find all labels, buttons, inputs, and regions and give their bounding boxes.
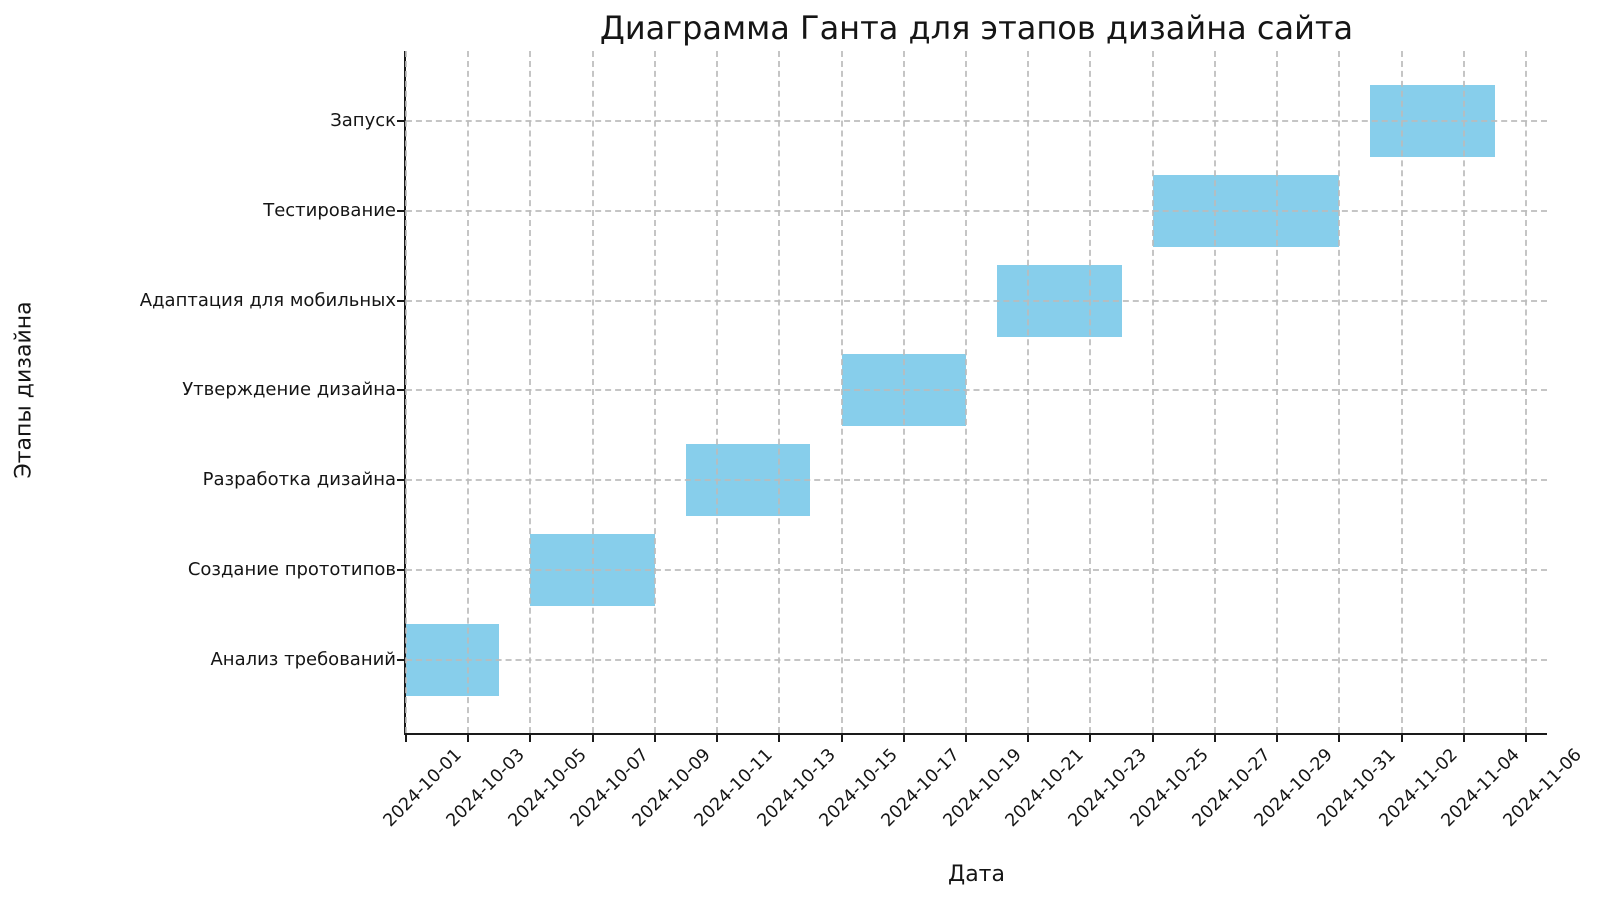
chart-title: Диаграмма Ганта для этапов дизайна сайта (599, 9, 1354, 47)
y-gridline (406, 120, 1547, 122)
y-tick-mark (397, 569, 404, 572)
y-tick-mark (397, 120, 404, 122)
x-gridline (1027, 51, 1030, 733)
y-gridline (406, 569, 1547, 572)
x-tick-mark (1338, 735, 1341, 742)
x-gridline (1089, 51, 1092, 733)
x-tick-mark (467, 735, 470, 742)
x-tick-mark (1524, 735, 1527, 742)
y-gridline (406, 658, 1547, 661)
x-gridline (964, 51, 967, 733)
x-tick-mark (529, 735, 532, 742)
x-tick-mark (716, 735, 719, 742)
x-tick-mark (964, 735, 967, 742)
x-tick-mark (840, 735, 843, 742)
x-gridline (529, 51, 532, 733)
x-tick-mark (1462, 735, 1465, 742)
x-gridline (1151, 51, 1154, 733)
x-tick-mark (405, 735, 407, 742)
y-tick-label: Создание прототипов (187, 559, 396, 581)
y-gridline (406, 209, 1547, 212)
y-tick-mark (397, 209, 404, 212)
x-gridline (1524, 51, 1527, 733)
x-tick-mark (1027, 735, 1030, 742)
y-tick-mark (397, 479, 404, 482)
x-gridline (467, 51, 470, 733)
x-gridline (405, 51, 407, 733)
y-axis-label: Этапы дизайна (11, 301, 37, 479)
x-gridline (653, 51, 656, 733)
x-tick-mark (591, 735, 594, 742)
x-tick-mark (1089, 735, 1092, 742)
x-tick-mark (1276, 735, 1279, 742)
x-tick-mark (1400, 735, 1403, 742)
y-tick-mark (397, 389, 404, 392)
x-gridline (1462, 51, 1465, 733)
y-tick-label: Запуск (330, 110, 396, 131)
y-tick-label: Тестирование (263, 199, 396, 221)
x-gridline (591, 51, 594, 733)
y-gridline (406, 479, 1547, 482)
y-tick-label: Утверждение дизайна (182, 379, 396, 401)
x-tick-mark (653, 735, 656, 742)
x-tick-mark (778, 735, 781, 742)
x-gridline (1213, 51, 1216, 733)
x-gridline (1338, 51, 1341, 733)
y-tick-label: Разработка дизайна (202, 469, 396, 491)
x-axis-label: Дата (948, 862, 1005, 887)
x-axis-spine (404, 733, 1547, 735)
x-gridline (902, 51, 905, 733)
y-tick-label: Адаптация для мобильных (139, 289, 396, 311)
y-gridline (406, 299, 1547, 302)
x-gridline (716, 51, 719, 733)
x-gridline (1276, 51, 1279, 733)
x-tick-mark (902, 735, 905, 742)
y-tick-mark (397, 658, 404, 661)
x-gridline (1400, 51, 1403, 733)
y-gridline (406, 389, 1547, 392)
y-tick-mark (397, 299, 404, 302)
x-gridline (840, 51, 843, 733)
plot-area (405, 51, 1547, 733)
x-tick-mark (1151, 735, 1154, 742)
x-tick-mark (1213, 735, 1216, 742)
x-gridline (778, 51, 781, 733)
y-tick-label: Анализ требований (210, 648, 396, 670)
